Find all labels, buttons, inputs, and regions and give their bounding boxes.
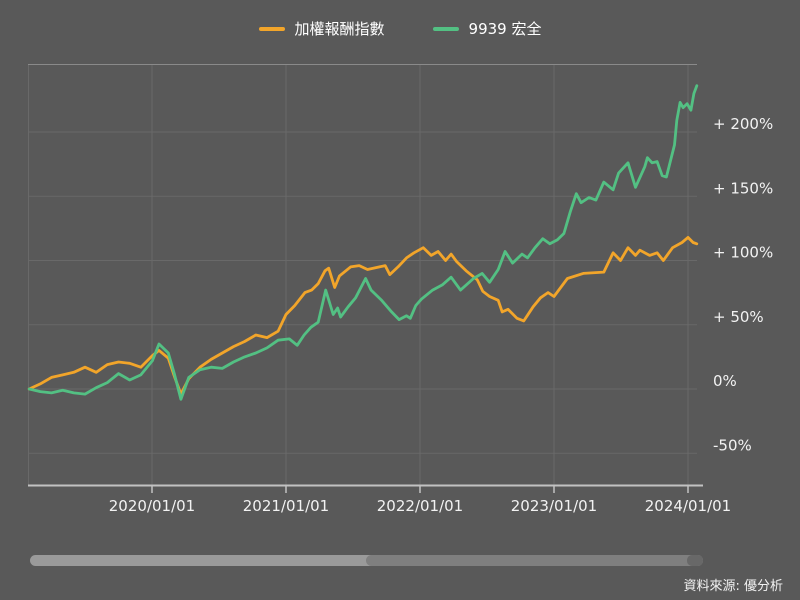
y-axis-label: + 100% — [713, 244, 773, 262]
y-axis-label: -50% — [713, 436, 752, 454]
x-axis-label: 2020/01/01 — [109, 497, 195, 515]
series-line-weighted-return-index[interactable] — [27, 235, 699, 396]
x-axis-label: 2021/01/01 — [243, 497, 329, 515]
y-axis-label: 0% — [713, 372, 737, 390]
legend-label: 加權報酬指數 — [294, 20, 385, 38]
legend-item-9939-hon-chuan[interactable]: 9939 宏全 — [432, 18, 542, 39]
x-axis-label: 2024/01/01 — [645, 497, 731, 515]
x-axis-label: 2023/01/01 — [511, 497, 597, 515]
y-axis-label: + 50% — [713, 308, 764, 326]
y-axis-label: + 150% — [713, 179, 773, 197]
scrollbar-thumb[interactable] — [366, 555, 703, 566]
legend-label: 9939 宏全 — [468, 20, 542, 38]
chart-legend: 加權報酬指數 9939 宏全 — [0, 18, 800, 39]
legend-swatch-green — [432, 26, 459, 31]
legend-swatch-orange — [258, 26, 285, 31]
y-axis-label: + 200% — [713, 115, 773, 133]
horizontal-scrollbar-track[interactable] — [30, 555, 703, 566]
series-line-9939-hon-chuan[interactable] — [27, 84, 699, 401]
line-chart[interactable]: + 200% + 150% + 100% + 50% 0% -50% 2020/01/01 2… — [0, 0, 800, 545]
scrollbar-handle[interactable] — [687, 555, 703, 566]
x-axis-label: 2022/01/01 — [377, 497, 463, 515]
legend-item-weighted-return-index[interactable]: 加權報酬指數 — [258, 18, 385, 39]
source-note: 資料來源: 優分析 — [683, 579, 783, 594]
